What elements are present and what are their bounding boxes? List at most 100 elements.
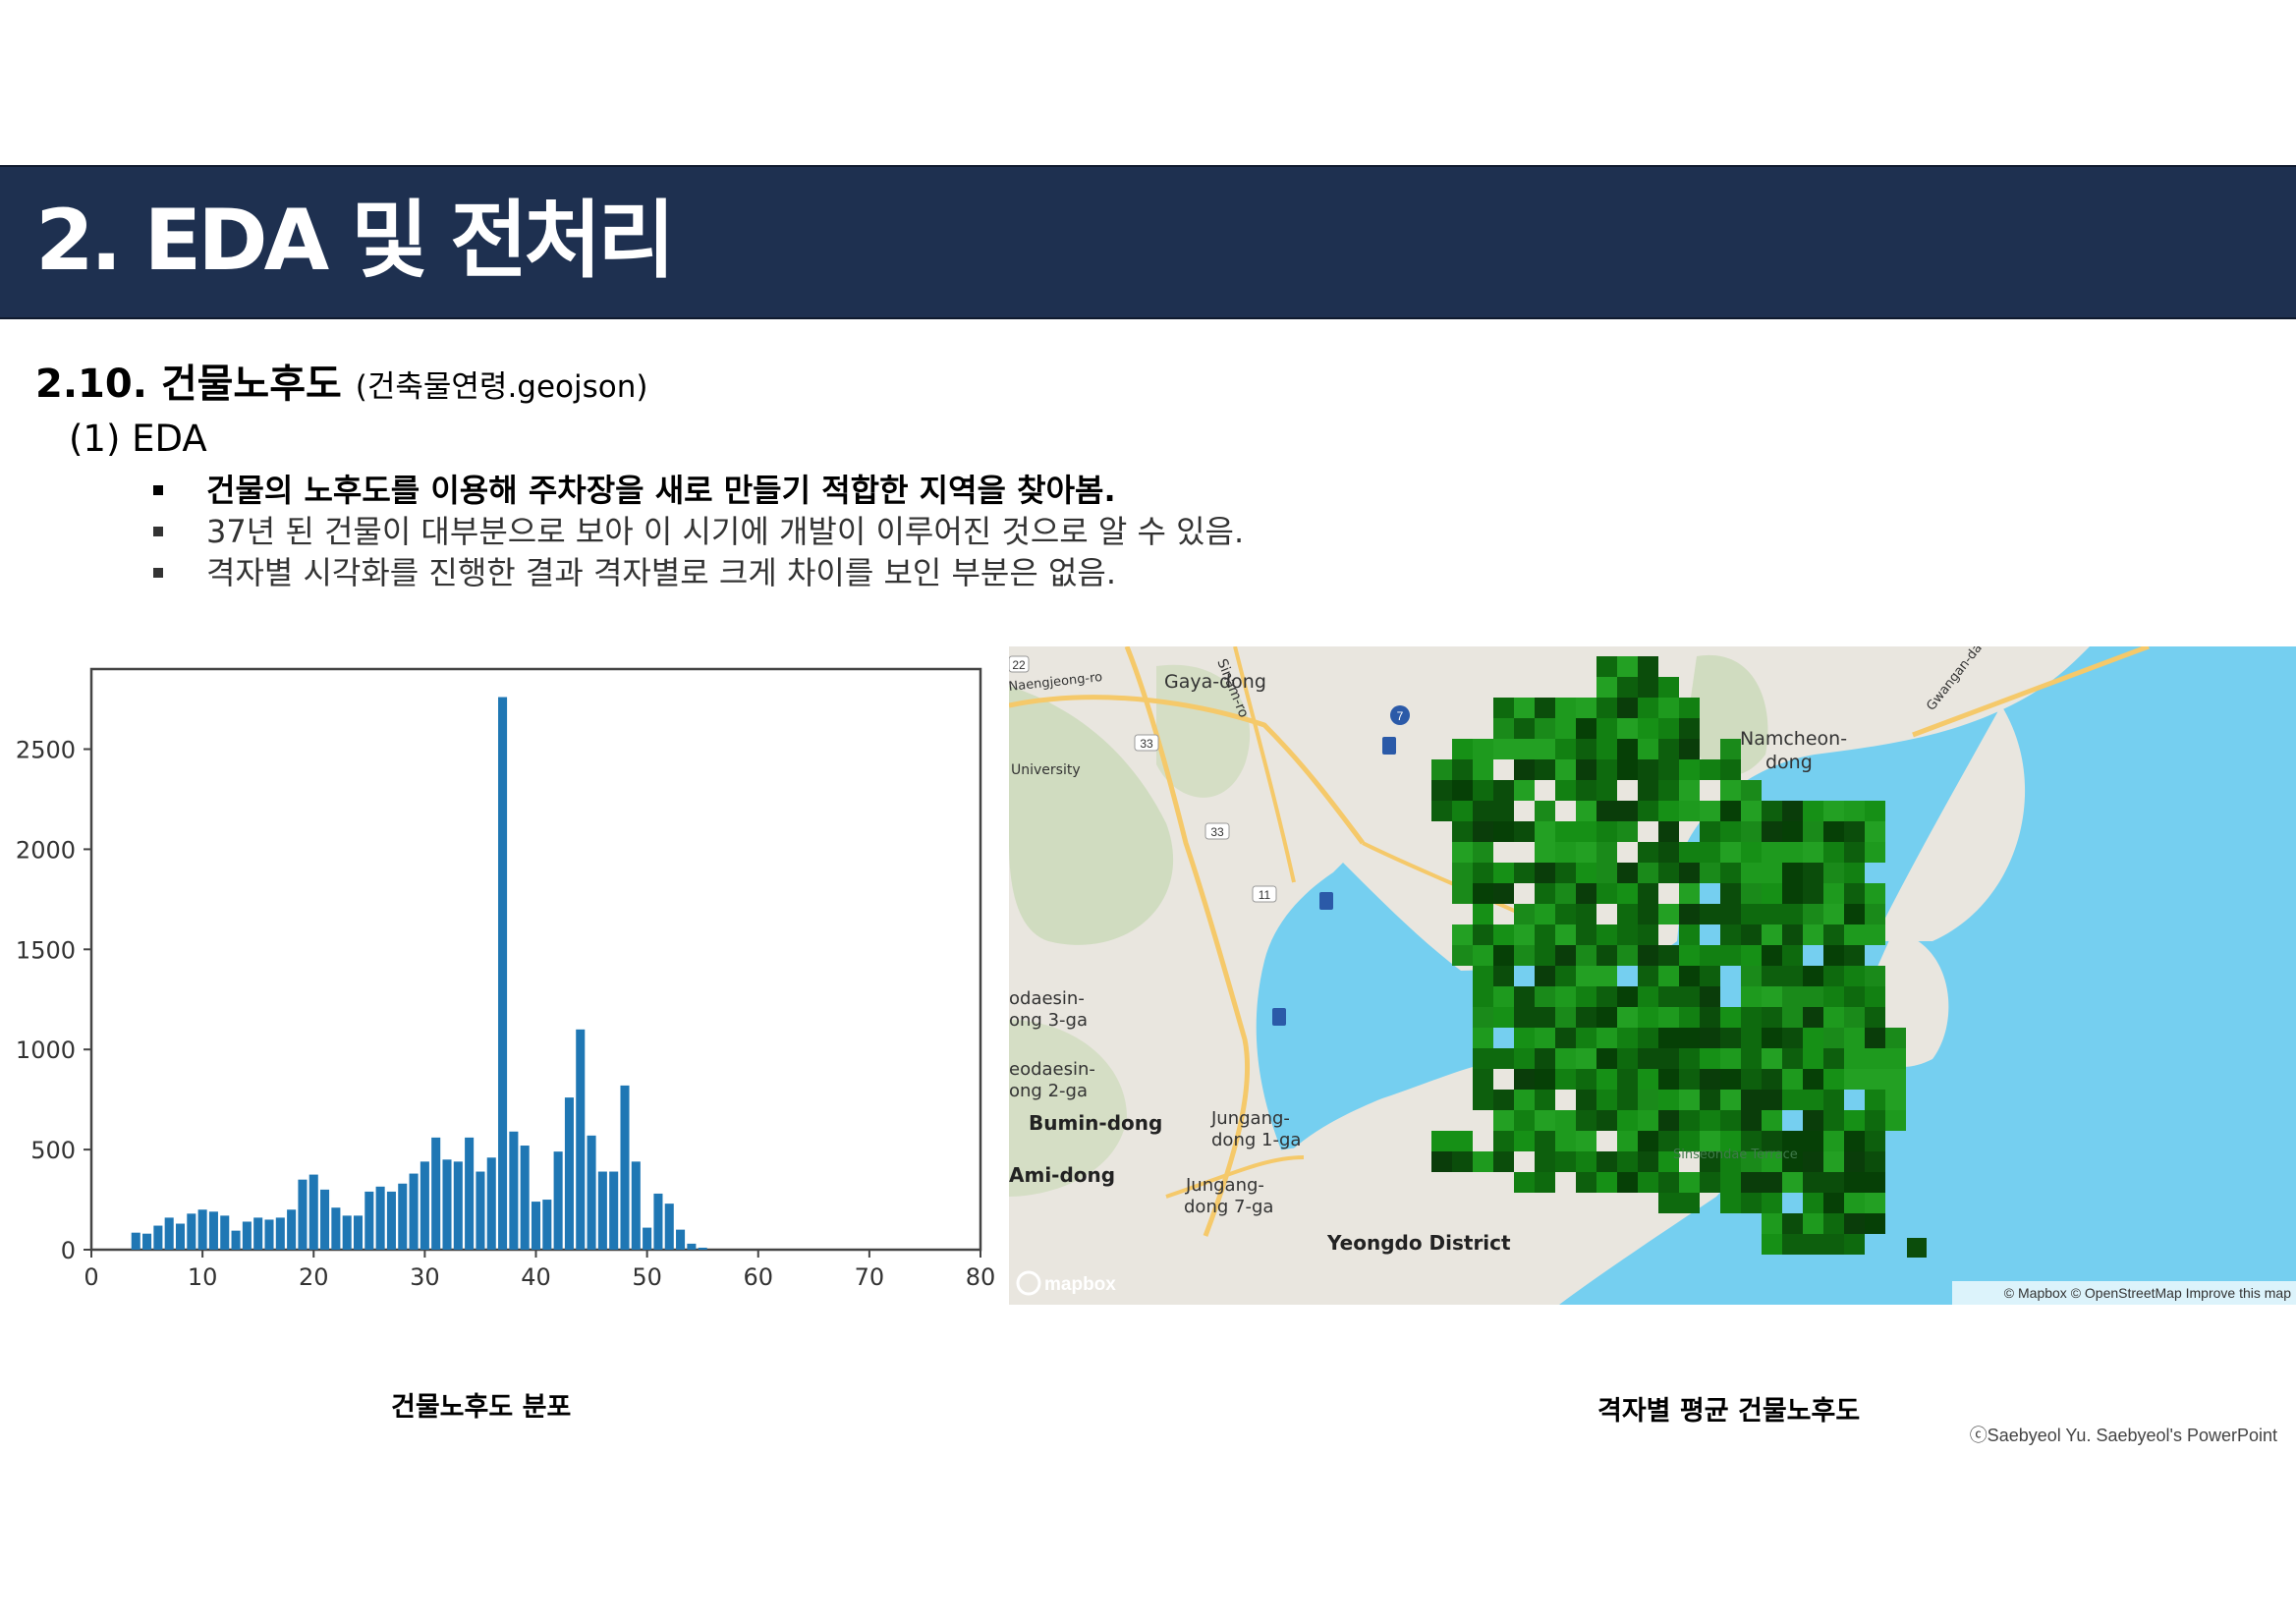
grid-cell xyxy=(1555,780,1576,801)
grid-cell xyxy=(1617,677,1638,698)
grid-cell xyxy=(1823,1007,1844,1028)
grid-cell xyxy=(1762,1193,1782,1213)
histogram-bar xyxy=(676,1229,686,1250)
grid-cell xyxy=(1865,1193,1885,1213)
grid-cell xyxy=(1576,759,1596,780)
grid-cell xyxy=(1535,1090,1555,1110)
map-label: University xyxy=(1011,762,1081,778)
grid-cell xyxy=(1762,1131,1782,1151)
grid-cell xyxy=(1679,1028,1700,1048)
grid-cell xyxy=(1844,1151,1865,1172)
grid-cell xyxy=(1514,1090,1535,1110)
grid-cell xyxy=(1617,904,1638,924)
histogram-bar xyxy=(264,1219,274,1250)
grid-cell xyxy=(1782,1007,1803,1028)
grid-cell xyxy=(1473,1048,1493,1069)
grid-cell xyxy=(1493,945,1514,966)
grid-cell xyxy=(1679,739,1700,759)
grid-cell xyxy=(1885,1048,1906,1069)
grid-cell xyxy=(1555,1151,1576,1172)
grid-cell xyxy=(1617,1090,1638,1110)
grid-map[interactable]: 22 33 33 11 7 Gaya-dong Sinam-ro Naengje… xyxy=(1009,646,2296,1305)
grid-cell xyxy=(1473,759,1493,780)
grid-cell xyxy=(1844,1172,1865,1193)
histogram-bar xyxy=(442,1159,452,1250)
grid-cell xyxy=(1576,966,1596,986)
grid-cell xyxy=(1720,1069,1741,1090)
grid-cell xyxy=(1679,904,1700,924)
y-tick-label: 1500 xyxy=(16,936,76,964)
grid-cell xyxy=(1823,1151,1844,1172)
grid-cell xyxy=(1638,1090,1658,1110)
histogram-bar xyxy=(476,1171,485,1250)
grid-cell xyxy=(1617,718,1638,739)
grid-cell xyxy=(1555,842,1576,863)
mapbox-logo[interactable]: mapbox xyxy=(1044,1274,1116,1295)
grid-cell xyxy=(1638,945,1658,966)
grid-cell xyxy=(1803,1028,1823,1048)
grid-cell xyxy=(1535,966,1555,986)
grid-cell xyxy=(1596,698,1617,718)
grid-cell xyxy=(1679,780,1700,801)
section-subtitle: (건축물연령.geojson) xyxy=(355,369,648,405)
grid-cell xyxy=(1741,821,1762,842)
histogram-bar xyxy=(253,1217,263,1250)
grid-cell xyxy=(1617,883,1638,904)
grid-cell xyxy=(1844,904,1865,924)
grid-cell xyxy=(1431,1131,1452,1151)
grid-cell xyxy=(1865,904,1885,924)
grid-cell xyxy=(1514,1069,1535,1090)
grid-cell xyxy=(1576,739,1596,759)
grid-cell xyxy=(1617,1172,1638,1193)
grid-cell xyxy=(1658,1069,1679,1090)
map-label: Jungang- xyxy=(1185,1175,1264,1196)
map-attribution[interactable]: © Mapbox © OpenStreetMap Improve this ma… xyxy=(2004,1285,2291,1301)
map-hill xyxy=(1009,1020,1127,1197)
grid-cell xyxy=(1762,1110,1782,1131)
grid-cell xyxy=(1823,801,1844,821)
attribution-bg xyxy=(1952,1281,2296,1305)
grid-cell xyxy=(1638,1172,1658,1193)
grid-cell xyxy=(1844,1234,1865,1255)
grid-cell xyxy=(1741,801,1762,821)
grid-cell xyxy=(1638,718,1658,739)
grid-cell xyxy=(1803,1110,1823,1131)
grid-cell xyxy=(1865,986,1885,1007)
grid-cell xyxy=(1782,945,1803,966)
grid-cell xyxy=(1762,986,1782,1007)
grid-cell xyxy=(1638,1048,1658,1069)
grid-cell xyxy=(1762,924,1782,945)
grid-cell xyxy=(1617,1069,1638,1090)
grid-cell xyxy=(1823,863,1844,883)
grid-cell xyxy=(1535,1131,1555,1151)
bullet-square-icon xyxy=(153,568,163,578)
grid-cell xyxy=(1679,1007,1700,1028)
grid-cell xyxy=(1720,1131,1741,1151)
histogram-bar xyxy=(620,1085,630,1250)
grid-cell xyxy=(1679,801,1700,821)
grid-cell xyxy=(1658,1028,1679,1048)
y-tick-label: 0 xyxy=(61,1237,76,1264)
grid-cell xyxy=(1803,924,1823,945)
grid-cell xyxy=(1885,1028,1906,1048)
grid-cell xyxy=(1741,904,1762,924)
map-hill xyxy=(1156,664,1251,798)
grid-cell xyxy=(1555,698,1576,718)
grid-cell xyxy=(1679,883,1700,904)
header-band: 2. EDA 및 전처리 xyxy=(0,165,2296,319)
grid-cell xyxy=(1576,698,1596,718)
grid-cell xyxy=(1596,1110,1617,1131)
map-road xyxy=(1233,646,1296,883)
grid-cell xyxy=(1782,1069,1803,1090)
grid-cell xyxy=(1493,883,1514,904)
grid-cell xyxy=(1576,904,1596,924)
histogram-bar xyxy=(320,1189,330,1250)
right-caption: 격자별 평균 건물노후도 xyxy=(1597,1396,1861,1427)
grid-cell xyxy=(1431,1151,1452,1172)
grid-cell xyxy=(1741,1090,1762,1110)
grid-cell xyxy=(1679,966,1700,986)
grid-cell xyxy=(1452,924,1473,945)
map-coast xyxy=(1874,705,2026,941)
grid-cell xyxy=(1844,863,1865,883)
grid-cell xyxy=(1679,1048,1700,1069)
